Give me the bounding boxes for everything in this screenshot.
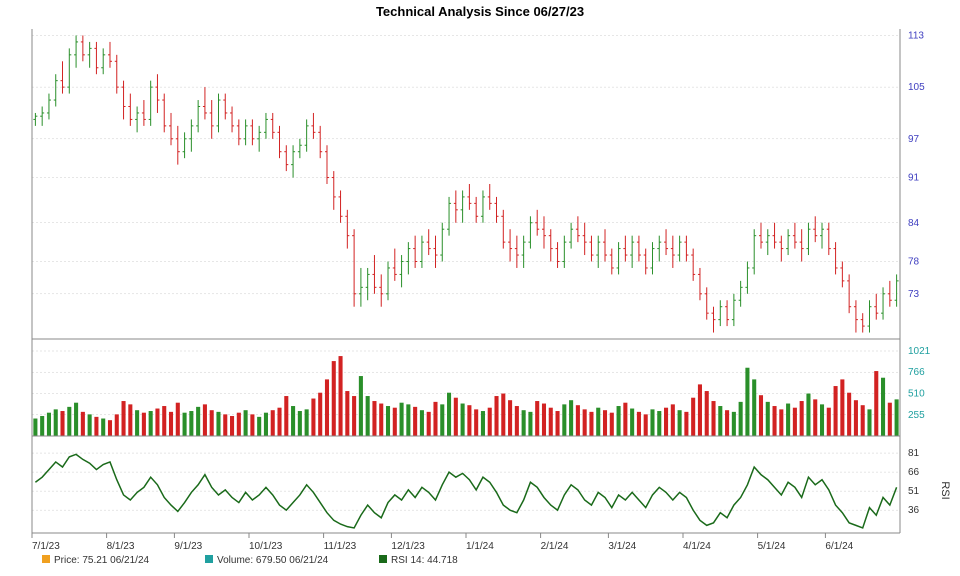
svg-text:113: 113 [908, 30, 924, 41]
svg-text:11/1/23: 11/1/23 [324, 541, 357, 552]
svg-text:66: 66 [908, 467, 920, 478]
svg-text:1021: 1021 [908, 346, 931, 357]
svg-text:36: 36 [908, 505, 920, 516]
svg-text:3/1/24: 3/1/24 [608, 541, 636, 552]
svg-text:105: 105 [908, 82, 925, 93]
svg-text:12/1/23: 12/1/23 [391, 541, 425, 552]
svg-text:255: 255 [908, 410, 925, 421]
chart-svg: 113 105 97 91 84 78 73 1021 766 510 255 81 66 51 36 RSI… [0, 19, 960, 575]
svg-text:RSI: RSI [939, 481, 951, 499]
svg-text:81: 81 [908, 448, 920, 459]
svg-text:8/1/23: 8/1/23 [107, 541, 135, 552]
svg-text:91: 91 [908, 173, 920, 184]
svg-text:7/1/23: 7/1/23 [32, 541, 60, 552]
svg-text:78: 78 [908, 257, 920, 268]
svg-text:Price: 75.21 06/21/24: Price: 75.21 06/21/24 [54, 555, 150, 566]
svg-text:766: 766 [908, 367, 925, 378]
svg-text:Volume: 679.50 06/21/24: Volume: 679.50 06/21/24 [217, 555, 329, 566]
svg-text:51: 51 [908, 486, 920, 497]
svg-text:510: 510 [908, 389, 925, 400]
svg-text:10/1/23: 10/1/23 [249, 541, 283, 552]
svg-text:RSI 14: 44.718: RSI 14: 44.718 [391, 555, 458, 566]
svg-text:5/1/24: 5/1/24 [758, 541, 786, 552]
svg-text:4/1/24: 4/1/24 [683, 541, 711, 552]
chart-title: Technical Analysis Since 06/27/23 [0, 0, 960, 19]
svg-text:2/1/24: 2/1/24 [541, 541, 569, 552]
svg-text:1/1/24: 1/1/24 [466, 541, 494, 552]
svg-text:84: 84 [908, 218, 920, 229]
svg-text:9/1/23: 9/1/23 [174, 541, 202, 552]
svg-text:6/1/24: 6/1/24 [825, 541, 853, 552]
svg-text:97: 97 [908, 134, 920, 145]
technical-analysis-chart: Technical Analysis Since 06/27/23 113 105… [0, 0, 960, 576]
svg-text:73: 73 [908, 289, 920, 300]
